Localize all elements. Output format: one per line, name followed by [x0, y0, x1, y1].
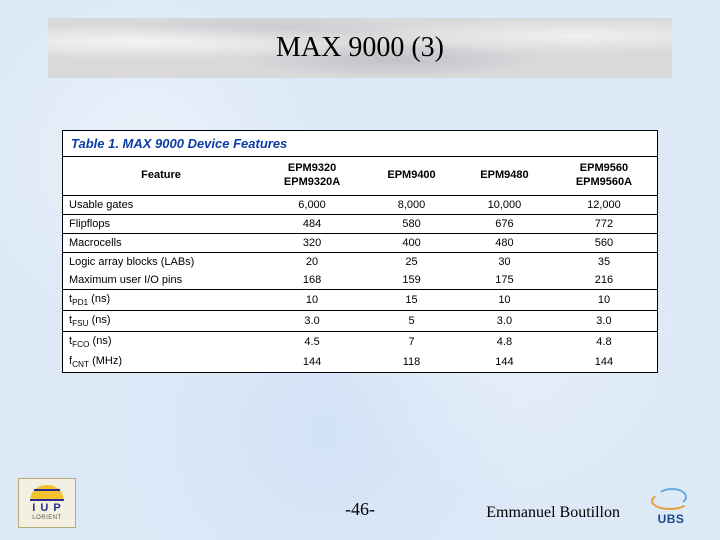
feature-value: 20 [259, 252, 365, 271]
feature-value: 159 [365, 271, 458, 290]
feature-label: fCNT (MHz) [63, 352, 259, 372]
col-feature: Feature [63, 157, 259, 195]
feature-label: tFSU (ns) [63, 310, 259, 331]
feature-value: 10 [458, 289, 551, 310]
feature-value: 144 [458, 352, 551, 372]
feature-value: 484 [259, 214, 365, 233]
title-band: MAX 9000 (3) [48, 18, 672, 78]
feature-value: 480 [458, 233, 551, 252]
features-table: FeatureEPM9320EPM9320AEPM9400EPM9480EPM9… [63, 157, 657, 372]
feature-value: 5 [365, 310, 458, 331]
feature-label: Maximum user I/O pins [63, 271, 259, 290]
feature-value: 144 [551, 352, 657, 372]
feature-value: 3.0 [259, 310, 365, 331]
feature-value: 10,000 [458, 195, 551, 214]
col-device: EPM9320EPM9320A [259, 157, 365, 195]
feature-value: 10 [551, 289, 657, 310]
table-row: Macrocells320400480560 [63, 233, 657, 252]
col-device: EPM9480 [458, 157, 551, 195]
feature-value: 4.8 [551, 331, 657, 352]
feature-value: 560 [551, 233, 657, 252]
feature-label: Logic array blocks (LABs) [63, 252, 259, 271]
device-features-table: Table 1. MAX 9000 Device Features Featur… [62, 130, 658, 373]
feature-label: Usable gates [63, 195, 259, 214]
swoosh-icon [649, 488, 693, 512]
ubs-logo: UBS [642, 480, 700, 526]
feature-label: tFCO (ns) [63, 331, 259, 352]
feature-value: 4.8 [458, 331, 551, 352]
author-name: Emmanuel Boutillon [486, 504, 620, 522]
feature-label: Macrocells [63, 233, 259, 252]
col-device: EPM9560EPM9560A [551, 157, 657, 195]
feature-value: 175 [458, 271, 551, 290]
feature-value: 772 [551, 214, 657, 233]
feature-value: 320 [259, 233, 365, 252]
feature-value: 35 [551, 252, 657, 271]
table-row: Logic array blocks (LABs)20253035 [63, 252, 657, 271]
table-row: Usable gates6,0008,00010,00012,000 [63, 195, 657, 214]
feature-value: 7 [365, 331, 458, 352]
table-row: tFSU (ns)3.053.03.0 [63, 310, 657, 331]
table-row: tFCO (ns)4.574.84.8 [63, 331, 657, 352]
feature-value: 3.0 [458, 310, 551, 331]
feature-value: 118 [365, 352, 458, 372]
feature-value: 580 [365, 214, 458, 233]
feature-value: 15 [365, 289, 458, 310]
feature-value: 30 [458, 252, 551, 271]
feature-value: 676 [458, 214, 551, 233]
col-device: EPM9400 [365, 157, 458, 195]
table-caption: Table 1. MAX 9000 Device Features [63, 131, 657, 157]
feature-value: 10 [259, 289, 365, 310]
feature-value: 3.0 [551, 310, 657, 331]
feature-value: 144 [259, 352, 365, 372]
feature-label: tPD1 (ns) [63, 289, 259, 310]
table-row: fCNT (MHz)144118144144 [63, 352, 657, 372]
feature-label: Flipflops [63, 214, 259, 233]
table-row: tPD1 (ns)10151010 [63, 289, 657, 310]
ubs-text: UBS [658, 512, 685, 526]
feature-value: 168 [259, 271, 365, 290]
feature-value: 25 [365, 252, 458, 271]
slide-title: MAX 9000 (3) [276, 32, 444, 64]
feature-value: 6,000 [259, 195, 365, 214]
table-row: Flipflops484580676772 [63, 214, 657, 233]
feature-value: 8,000 [365, 195, 458, 214]
feature-value: 12,000 [551, 195, 657, 214]
feature-value: 216 [551, 271, 657, 290]
table-row: Maximum user I/O pins168159175216 [63, 271, 657, 290]
feature-value: 4.5 [259, 331, 365, 352]
feature-value: 400 [365, 233, 458, 252]
